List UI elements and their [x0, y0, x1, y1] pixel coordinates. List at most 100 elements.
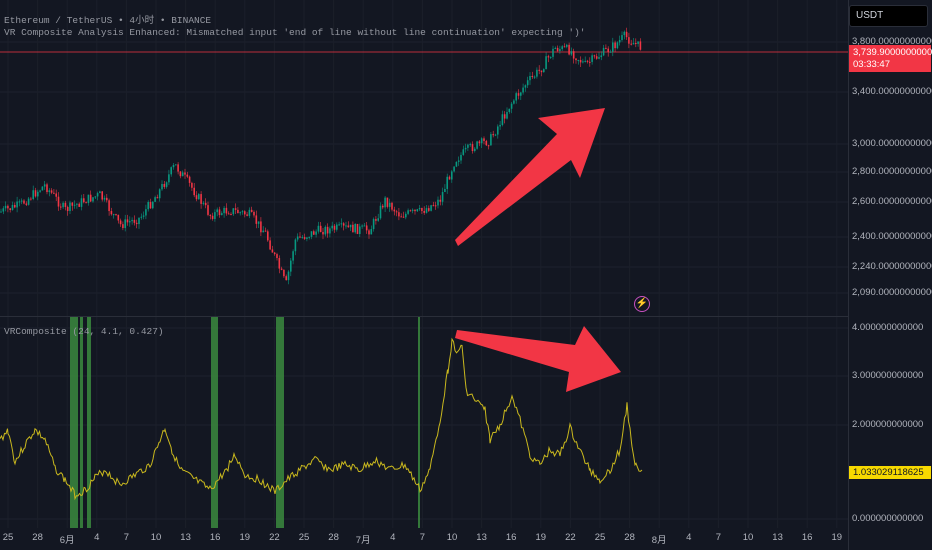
candle-body: [276, 254, 278, 259]
candle-body: [80, 198, 83, 207]
candle-body: [437, 199, 439, 206]
candle-body: [545, 56, 547, 70]
candle-body: [142, 215, 145, 217]
candle-body: [439, 199, 442, 202]
signal-bar: [87, 316, 91, 528]
candle-body: [264, 230, 267, 232]
candle-body: [18, 201, 21, 203]
time-axis-label: 25: [594, 532, 606, 543]
candle-body: [352, 224, 354, 233]
candle-body: [635, 42, 637, 44]
candle-body: [391, 202, 393, 210]
candle-body: [340, 223, 343, 225]
candle-body: [271, 249, 274, 253]
candle-body: [83, 198, 85, 203]
candle-body: [441, 192, 444, 202]
candle-body: [589, 61, 591, 63]
candle-body: [135, 222, 138, 225]
candle-body: [457, 160, 460, 162]
candle-body: [600, 55, 603, 58]
currency-selector[interactable]: USDT: [849, 5, 928, 27]
candle-body: [402, 216, 405, 218]
candle-body: [96, 193, 99, 197]
candle-body: [204, 202, 207, 206]
candle-body: [405, 213, 407, 218]
time-axis-label: 7: [419, 532, 426, 543]
candle-body: [331, 225, 333, 229]
candle-body: [616, 42, 619, 49]
candle-body: [39, 190, 41, 192]
signal-bar: [211, 316, 218, 528]
candle-body: [32, 190, 34, 200]
candle-body: [241, 211, 244, 213]
candle-body: [556, 47, 559, 52]
time-axis-label: 10: [150, 532, 162, 543]
signal-bar: [276, 316, 284, 528]
candle-body: [621, 35, 623, 41]
time-axis-label: 10: [742, 532, 754, 543]
candle-body: [244, 211, 246, 215]
time-axis-label: 7: [715, 532, 722, 543]
candle-body: [149, 202, 152, 209]
candle-body: [122, 224, 124, 229]
candle-body: [524, 85, 527, 88]
candle-body: [503, 114, 506, 119]
candle-body: [158, 189, 161, 199]
indicator-legend[interactable]: VRComposite (24, 4.1, 0.427): [4, 326, 164, 337]
candle-body: [280, 268, 283, 270]
time-axis-label: 28: [328, 532, 339, 543]
candle-body: [108, 200, 110, 212]
candle-body: [467, 144, 469, 148]
candle-body: [285, 276, 287, 281]
candle-body: [66, 206, 69, 212]
candle-body: [46, 184, 48, 193]
candle-body: [476, 141, 478, 149]
symbol-legend[interactable]: Ethereum / TetherUS • 4小时 • BINANCE: [4, 15, 212, 26]
candle-body: [195, 195, 198, 200]
candle-body: [87, 194, 90, 203]
time-axis-label: 28: [32, 532, 43, 543]
candle-body: [237, 209, 239, 214]
candle-body: [382, 205, 384, 208]
candle-body: [283, 269, 285, 277]
candle-body: [16, 201, 18, 208]
indicator-axis-label: 4.000000000000: [852, 322, 924, 333]
current-price-value: 3,739.900000000000: [853, 47, 932, 58]
candle-body: [485, 140, 488, 146]
pane-divider[interactable]: [0, 316, 848, 317]
candle-body: [140, 216, 143, 218]
price-axis-divider: [848, 0, 849, 550]
candle-body: [395, 211, 398, 213]
candle-body: [30, 198, 32, 200]
candle-body: [310, 231, 313, 237]
candle-body: [234, 208, 237, 210]
time-axis-label: 6月: [59, 535, 75, 546]
candle-body: [191, 182, 193, 188]
candle-body: [398, 212, 400, 217]
candle-body: [92, 197, 94, 202]
candle-body: [469, 144, 471, 146]
lightning-bolt-icon[interactable]: ⚡: [634, 296, 650, 312]
candle-body: [549, 56, 552, 58]
candle-body: [78, 203, 80, 207]
candle-body: [202, 202, 205, 204]
candle-body: [103, 197, 106, 200]
candle-body: [301, 237, 304, 239]
candle-body: [64, 202, 67, 207]
candle-body: [326, 226, 329, 234]
candle-body: [595, 56, 598, 59]
candle-body: [246, 214, 248, 216]
candle-body: [257, 221, 260, 224]
candle-body: [131, 219, 133, 222]
time-axis-label: 22: [269, 532, 280, 543]
time-axis-label: 19: [831, 532, 843, 543]
vr-composite-line: [0, 337, 643, 501]
candle-body: [214, 212, 216, 219]
candle-body: [430, 205, 432, 211]
signal-bar: [80, 316, 83, 528]
candle-body: [115, 214, 117, 216]
candle-body: [154, 197, 156, 202]
candle-body: [329, 228, 331, 234]
candle-body: [218, 209, 221, 216]
